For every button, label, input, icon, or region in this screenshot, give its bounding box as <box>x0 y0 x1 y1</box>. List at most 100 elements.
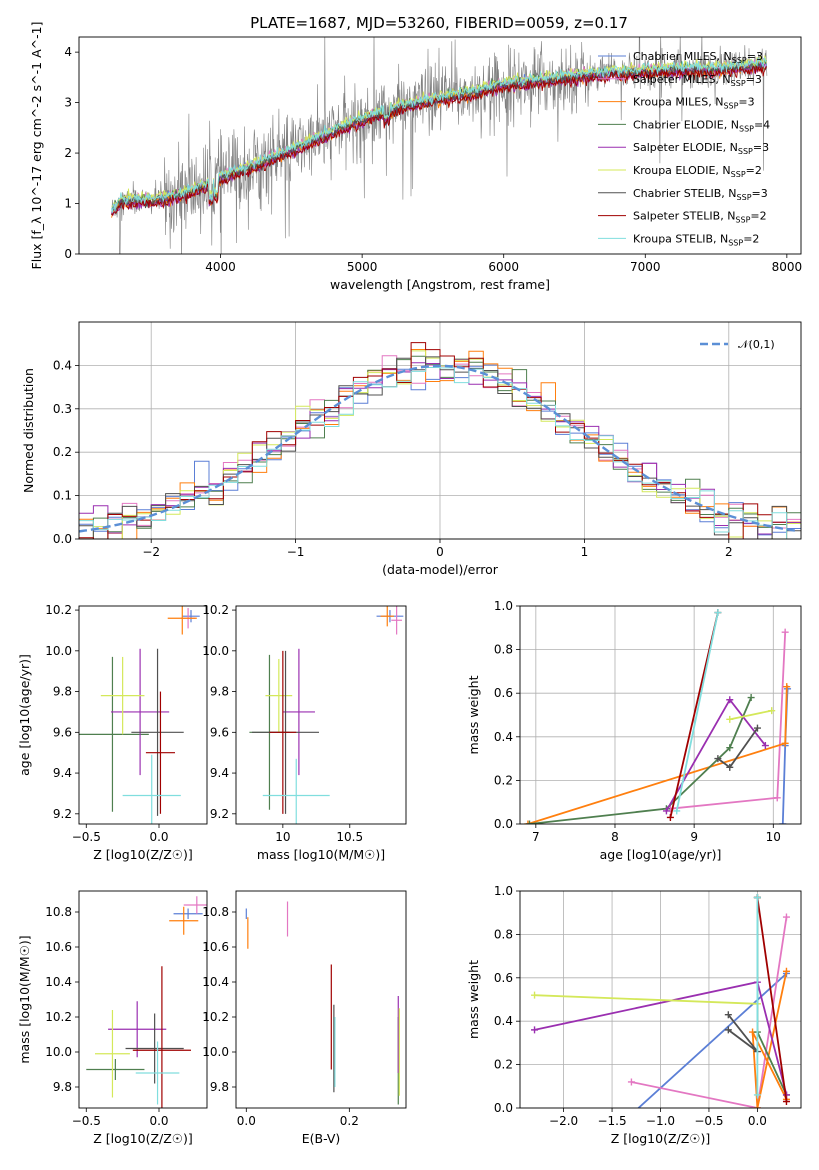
legend-label-count: =3 <box>747 50 763 63</box>
legend-label-count: =2 <box>746 164 762 177</box>
weight-series-line <box>756 897 788 1102</box>
legend-label: Chabrier STELIB, NSSP=3 <box>633 187 768 202</box>
legend-label-subscript: SSP <box>738 147 753 156</box>
y-tick-label: 10.0 <box>202 1045 229 1059</box>
legend-label-count: =3 <box>752 187 768 200</box>
age-vs-Z-axes: −0.5 0.0 9.2 9.4 9.6 9.8 10.0 10.2 Z [log10(Z/Z☉… <box>17 603 208 862</box>
y-tick-label: 9.6 <box>53 725 72 739</box>
age-vs-mass-axes: 10 10.5 9.2 9.4 9.6 9.8 10.0 10.2 mass [log10(M/… <box>202 603 407 862</box>
y-tick-label: 2 <box>64 146 72 160</box>
y-tick-label: 0.2 <box>494 773 513 787</box>
spectrum-model-line <box>111 65 767 217</box>
legend-label-subscript: SSP <box>737 193 752 202</box>
x-tick-label: 10.5 <box>336 830 363 844</box>
legend-label-subscript: SSP <box>732 56 747 65</box>
legend-label: Kroupa STELIB, NSSP=2 <box>633 232 759 247</box>
x-tick-label: −0.5 <box>72 830 101 844</box>
legend-label-subscript: SSP <box>723 102 738 111</box>
legend-label: Kroupa ELODIE, NSSP=2 <box>633 164 762 179</box>
residuals-plot-area <box>79 342 801 539</box>
weight-point-marker <box>782 913 790 921</box>
weight-point-marker <box>779 820 787 824</box>
weight-point-marker <box>714 609 722 617</box>
y-axis-label: Flux [f_λ 10^-17 erg cm^-2 s^-1 A^-1] <box>29 22 44 270</box>
weight-series-line <box>631 916 788 1108</box>
weight-vs-Z-plot-area <box>531 894 790 1108</box>
age-vs-Z-plot-area <box>79 606 200 824</box>
weight-point-marker <box>753 1091 761 1099</box>
weight-point-marker <box>782 1097 790 1105</box>
y-tick-label: 1.0 <box>494 599 513 613</box>
weight-vs-Z-frame <box>519 890 802 1109</box>
y-tick-label: 3 <box>64 96 72 110</box>
y-tick-label: 10.2 <box>202 603 229 617</box>
weight-series-line <box>717 727 759 769</box>
weight-series-line <box>729 709 772 721</box>
y-tick-label: 0.4 <box>494 730 513 744</box>
y-tick-label: 9.8 <box>53 685 72 699</box>
y-tick-label: 10.0 <box>202 644 229 658</box>
y-tick-label: 9.2 <box>210 807 229 821</box>
x-tick-label: 0.0 <box>748 1114 767 1128</box>
histogram-step-line <box>79 342 801 539</box>
x-axis-label: Z [log10(Z/Z☉)] <box>93 847 193 862</box>
weight-vs-age-plot-area <box>524 609 792 824</box>
y-tick-label: 0.0 <box>494 1101 513 1115</box>
weight-point-marker <box>783 683 791 691</box>
legend-label-subscript: SSP <box>728 238 743 247</box>
y-tick-label: 10.0 <box>45 644 72 658</box>
x-tick-label: −0.5 <box>694 1114 723 1128</box>
y-tick-label: 0.3 <box>53 402 72 416</box>
mass-vs-EBV-frame <box>235 890 407 1109</box>
y-tick-label: 0.0 <box>53 532 72 546</box>
weight-point-marker <box>726 744 734 752</box>
y-tick-label: 9.8 <box>210 685 229 699</box>
legend-label-count: =3 <box>746 73 762 86</box>
y-tick-label: 10.4 <box>202 975 229 989</box>
weight-point-marker <box>753 894 761 902</box>
x-tick-label: 8000 <box>772 260 803 274</box>
residuals-frame <box>78 321 802 540</box>
y-tick-label: 10.8 <box>45 905 72 919</box>
age-vs-mass-frame <box>235 605 407 825</box>
spectrum-frame <box>78 36 802 255</box>
weight-vs-age-frame <box>519 605 802 825</box>
x-tick-label: 0.0 <box>237 1114 256 1128</box>
legend-label: Chabrier ELODIE, NSSP=4 <box>633 118 770 133</box>
legend-label-subscript: SSP <box>731 170 746 179</box>
legend-label-count: =3 <box>738 96 754 109</box>
x-tick-label: −1.0 <box>646 1114 675 1128</box>
y-axis-label: Normed distribution <box>21 368 36 493</box>
weight-point-marker <box>525 820 533 824</box>
x-axis-label: mass [log10(M/M☉)] <box>257 847 385 862</box>
y-tick-label: 0.8 <box>494 643 513 657</box>
x-axis-label: age [log10(age/yr)] <box>600 847 722 862</box>
legend-label: Salpeter ELODIE, NSSP=3 <box>633 141 769 156</box>
y-tick-label: 1.0 <box>494 884 513 898</box>
weight-point-marker <box>666 813 674 821</box>
x-tick-label: −0.5 <box>72 1114 101 1128</box>
y-tick-label: 0.0 <box>494 817 513 831</box>
weight-point-marker <box>747 694 755 702</box>
legend-label: Chabrier MILES, NSSP=3 <box>633 50 763 65</box>
weight-point-marker <box>714 755 722 763</box>
y-tick-label: 0.8 <box>494 927 513 941</box>
y-tick-label: 0 <box>64 247 72 261</box>
mass-vs-Z-axes: −0.5 0.0 9.8 10.0 10.2 10.4 10.6 10.8 Z [log10(Z… <box>17 890 208 1146</box>
y-tick-label: 10.6 <box>45 940 72 954</box>
x-tick-label: 2 <box>725 545 733 559</box>
spectrum-model-line <box>111 56 767 213</box>
y-tick-label: 4 <box>64 45 72 59</box>
weight-point-marker <box>781 739 789 747</box>
x-tick-label: 8 <box>611 830 619 844</box>
mass-vs-EBV-axes: 0.0 0.2 9.8 10.0 10.2 10.4 10.6 10.8 E(B-V) <box>202 890 407 1146</box>
y-tick-label: 9.8 <box>53 1080 72 1094</box>
y-tick-label: 9.4 <box>53 766 72 780</box>
weight-series-line <box>534 994 758 1005</box>
legend-label-count: =2 <box>743 232 759 245</box>
x-tick-label: −2 <box>142 545 160 559</box>
y-tick-label: 9.2 <box>53 807 72 821</box>
x-axis-label: Z [log10(Z/Z☉)] <box>611 1131 711 1146</box>
y-tick-label: 9.6 <box>210 725 229 739</box>
